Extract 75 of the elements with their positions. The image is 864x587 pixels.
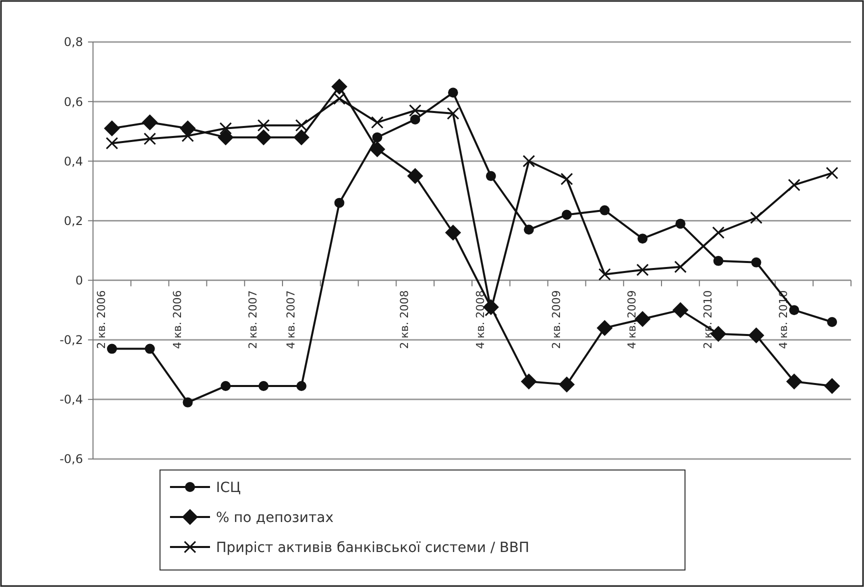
point [258, 381, 269, 392]
point [562, 210, 572, 220]
point [788, 178, 800, 191]
point [106, 344, 117, 354]
point [295, 119, 308, 132]
point [409, 104, 422, 117]
point [256, 129, 272, 146]
point [827, 316, 838, 327]
point [824, 378, 840, 394]
point [786, 374, 802, 390]
point [751, 257, 762, 268]
point [524, 224, 534, 235]
x-tick-label: 2 кв. 2007 [246, 290, 260, 349]
point [636, 264, 649, 276]
point [674, 260, 686, 273]
y-tick-label: 0,6 [64, 94, 83, 109]
point [410, 114, 420, 124]
point [106, 137, 118, 150]
point [448, 88, 458, 98]
x-tick-label: 4 кв. 2007 [284, 290, 298, 349]
legend-label: Приріст активів банківської системи / ВВП [216, 540, 530, 556]
y-tick-label: 0,8 [64, 35, 83, 50]
point [142, 114, 158, 130]
point [258, 119, 270, 132]
point [672, 302, 688, 318]
y-tick-label: -0,6 [60, 452, 83, 466]
point [712, 226, 724, 239]
point [558, 376, 575, 393]
point [486, 171, 496, 182]
point [182, 397, 193, 408]
point [220, 122, 232, 134]
x-tick-label: 4 кв. 2009 [626, 290, 639, 349]
x-tick-label: 2 кв. 2009 [550, 290, 563, 349]
legend-label: ІСЦ [216, 480, 241, 496]
point [293, 129, 310, 146]
point [634, 311, 651, 328]
point [331, 78, 348, 95]
point [447, 107, 460, 120]
point [182, 130, 194, 142]
y-tick-label: -0,2 [60, 333, 83, 348]
point [372, 132, 382, 142]
point [750, 212, 762, 224]
point [144, 344, 155, 354]
x-tick-label: 4 кв. 2006 [170, 290, 184, 349]
point [596, 320, 613, 336]
legend-label: % по депозитах [216, 510, 334, 526]
y-tick-label: -0,4 [60, 392, 83, 407]
point [638, 234, 648, 244]
point [560, 173, 573, 186]
point [218, 129, 234, 146]
point [598, 268, 611, 280]
point [748, 327, 764, 344]
point [144, 132, 156, 145]
y-tick-label: 0,2 [64, 214, 83, 228]
point [600, 205, 610, 216]
point [220, 381, 231, 392]
x-tick-label: 2 кв. 2006 [94, 290, 108, 349]
point [104, 120, 120, 136]
point [675, 218, 686, 229]
point [334, 198, 344, 208]
point [333, 92, 346, 105]
y-tick-label: 0 [75, 273, 83, 288]
point [407, 168, 424, 184]
point [710, 326, 726, 342]
y-tick-label: 0,4 [64, 154, 83, 168]
point [371, 116, 384, 128]
point [520, 374, 537, 390]
point [789, 305, 800, 316]
point [369, 141, 386, 158]
point [826, 167, 838, 180]
x-tick-label: 2 кв. 2008 [398, 290, 412, 349]
point [296, 381, 306, 392]
point [445, 224, 462, 241]
point [522, 155, 535, 168]
point [713, 256, 724, 266]
